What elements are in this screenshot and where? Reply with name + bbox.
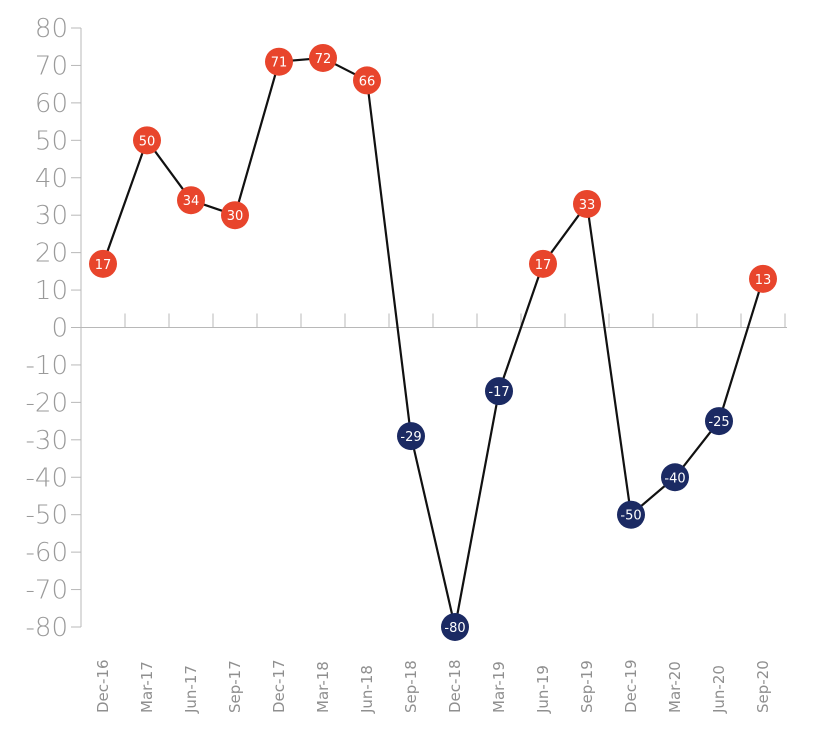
x-tick-label: Sep-19: [578, 660, 596, 713]
y-tick-label: -80: [26, 613, 68, 643]
series-line: [101, 56, 765, 628]
x-tick-label: Jun-19: [534, 665, 552, 714]
x-tick-label: Mar-17: [138, 661, 156, 713]
data-point: -40: [661, 463, 689, 492]
data-point: -29: [397, 422, 425, 451]
x-tick-label: Dec-18: [446, 659, 464, 713]
data-label: 34: [183, 194, 200, 209]
x-tick-label: Jun-20: [710, 665, 728, 714]
y-tick-label: -40: [26, 463, 68, 493]
data-point-marker: [485, 377, 513, 406]
data-point: -17: [485, 377, 513, 406]
data-point-marker: [441, 613, 469, 641]
x-tick-label: Mar-20: [666, 661, 684, 713]
x-axis-ticks: Dec-16 Mar-17 Jun-17 Sep-17 Dec-17 Mar-18 Jun-…: [80, 313, 786, 714]
data-point-marker: [573, 189, 601, 218]
data-label: 17: [535, 258, 552, 273]
data-point: -25: [705, 407, 733, 436]
data-label: 72: [315, 52, 332, 67]
data-point-marker: [309, 43, 337, 72]
y-axis-ticks: 80 70 60 50 40 30 20 10 0 -10 -20 -30 -40 -50 -60 -70 -8…: [26, 14, 81, 643]
data-point-marker: [749, 264, 777, 293]
y-tick-label: -20: [26, 388, 68, 418]
data-point: 33: [573, 189, 601, 218]
y-tick-label: 10: [35, 276, 68, 306]
data-label: -40: [664, 471, 685, 486]
y-tick-label: 60: [35, 89, 68, 119]
data-point-marker: [221, 201, 249, 230]
data-point: 71: [265, 47, 293, 76]
data-point-marker: [529, 249, 557, 278]
y-tick-label: -50: [26, 501, 68, 531]
data-point-marker: [661, 463, 689, 492]
x-tick-label: Dec-16: [94, 659, 112, 713]
data-point: 66: [353, 66, 381, 95]
data-point: 17: [89, 249, 117, 278]
data-point: 13: [749, 264, 777, 293]
x-tick-label: Mar-19: [490, 661, 508, 713]
data-point-marker: [353, 66, 381, 95]
data-label: 13: [755, 273, 772, 288]
y-tick-label: 20: [35, 239, 68, 269]
data-label: 50: [139, 134, 156, 149]
data-label: 17: [95, 258, 112, 273]
series: [101, 56, 765, 628]
y-tick-label: -70: [26, 576, 68, 606]
y-tick-label: 40: [35, 164, 68, 194]
data-point-marker: [265, 47, 293, 76]
data-point: 34: [177, 186, 205, 215]
data-point: 72: [309, 43, 337, 72]
data-point-marker: [89, 249, 117, 278]
data-label: -80: [444, 621, 465, 636]
data-label: 71: [271, 56, 288, 71]
data-label: 66: [359, 74, 376, 89]
data-label: -25: [708, 415, 729, 430]
data-point-marker: [177, 186, 205, 215]
y-tick-label: 0: [51, 314, 68, 344]
x-tick-label: Dec-19: [622, 659, 640, 713]
data-point: -50: [617, 500, 645, 529]
data-point-marker: [705, 407, 733, 436]
data-point: 50: [133, 126, 161, 155]
data-label: 33: [579, 198, 596, 213]
y-tick-label: 80: [35, 14, 68, 44]
data-point-marker: [397, 422, 425, 451]
data-point-marker: [617, 500, 645, 529]
x-tick-label: Dec-17: [270, 659, 288, 713]
x-tick-label: Sep-17: [226, 660, 244, 713]
x-tick-label: Mar-18: [314, 661, 332, 713]
data-label: -50: [620, 509, 641, 524]
data-point: 17: [529, 249, 557, 278]
y-tick-label: 50: [35, 126, 68, 156]
y-tick-label: 70: [35, 51, 68, 81]
x-tick-label: Jun-18: [358, 665, 376, 714]
y-tick-label: 30: [35, 201, 68, 231]
data-label: -29: [400, 430, 421, 445]
data-label: 30: [227, 209, 244, 224]
y-tick-label: -60: [26, 538, 68, 568]
y-tick-label: -10: [26, 351, 68, 381]
data-point: 30: [221, 201, 249, 230]
y-tick-label: -30: [26, 426, 68, 456]
data-point-marker: [133, 126, 161, 155]
data-label: -17: [488, 385, 509, 400]
x-tick-label: Sep-20: [754, 660, 772, 713]
data-point: -80: [441, 613, 469, 641]
x-tick-label: Sep-18: [402, 660, 420, 713]
x-tick-label: Jun-17: [182, 665, 200, 714]
markers: 17 50 34 30 71 72 66 -29 -80 -17 17 33 -50 -40 -25 13: [89, 43, 777, 641]
